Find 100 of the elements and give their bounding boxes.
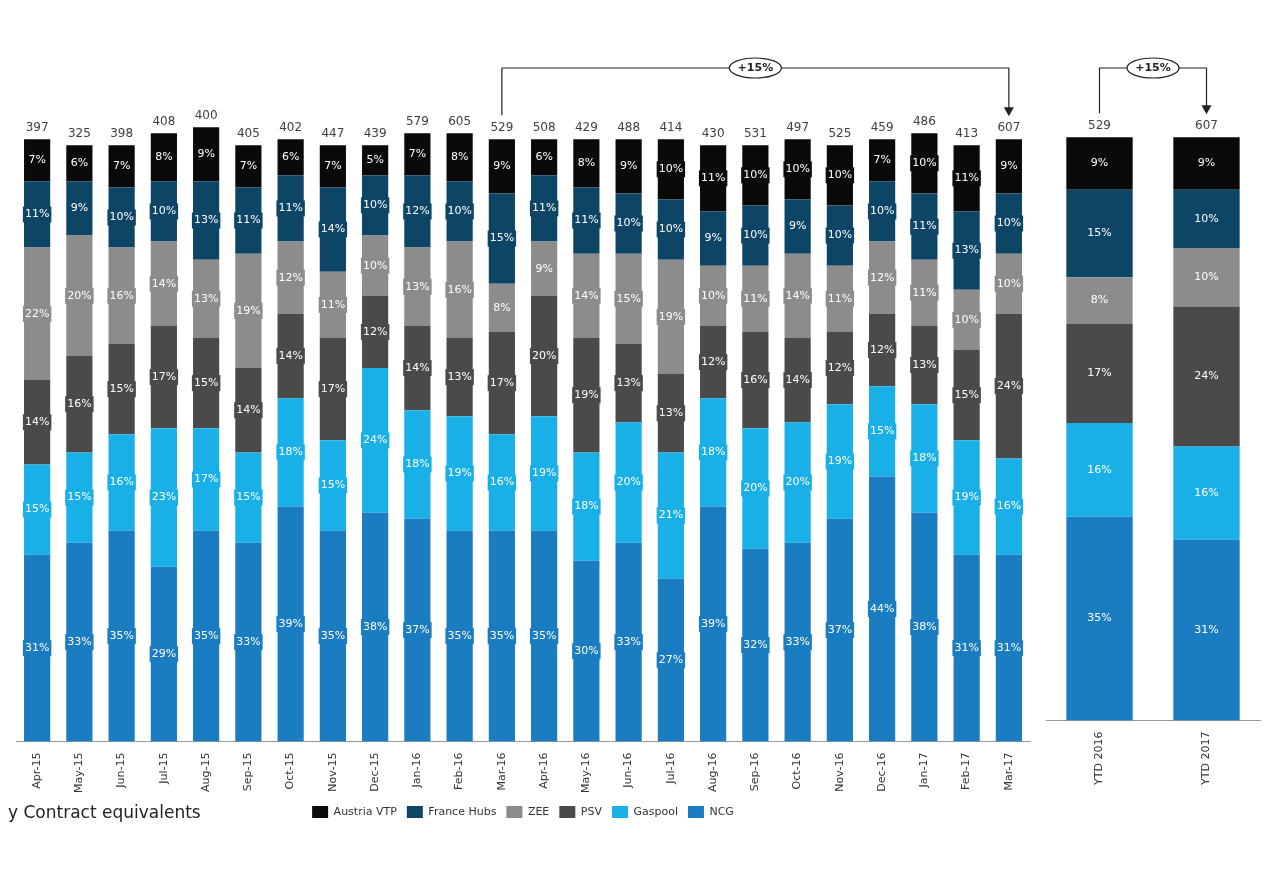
data-label: 13%	[616, 375, 641, 389]
data-label: 8%	[577, 156, 596, 170]
annotation: 531	[743, 126, 767, 141]
data-label: 16%	[996, 499, 1022, 513]
data-label: 33%	[67, 634, 92, 648]
data-label: 12%	[405, 204, 430, 218]
x-tick-label: Dec-15	[367, 752, 381, 792]
data-label: 19%	[574, 388, 599, 402]
data-label: 17%	[489, 375, 515, 389]
data-label: 10%	[827, 168, 853, 182]
data-label: 14%	[236, 403, 261, 417]
x-tick-label: Sep-15	[241, 752, 255, 792]
x-tick-label: Apr-15	[29, 752, 43, 789]
data-label: 6%	[70, 156, 89, 170]
data-label: 9%	[535, 261, 553, 275]
data-label: 13%	[447, 369, 472, 383]
x-tick-label: Aug-16	[705, 752, 719, 792]
data-label: 33%	[785, 634, 810, 648]
bar	[319, 530, 346, 742]
bar	[826, 518, 853, 742]
data-label: 7%	[408, 147, 427, 161]
data-label: 22%	[24, 306, 50, 320]
data-label: 16%	[67, 397, 92, 411]
data-label: 9%	[1090, 156, 1109, 170]
data-label: 13%	[193, 213, 219, 227]
data-label: 11%	[531, 201, 557, 215]
annotation: 398	[110, 126, 134, 141]
data-label: 12%	[362, 324, 388, 338]
data-label: 20%	[67, 288, 92, 302]
data-label: 10%	[743, 228, 768, 242]
data-label: 8%	[493, 300, 511, 314]
data-label: 15%	[954, 388, 979, 402]
data-label: 29%	[151, 647, 177, 661]
bar	[911, 512, 938, 742]
data-label: 10%	[616, 216, 641, 230]
data-label: 12%	[700, 354, 726, 368]
data-label: 15%	[236, 490, 261, 504]
bar	[1066, 323, 1133, 424]
data-label: 18%	[405, 457, 430, 471]
text: +15%	[1135, 60, 1171, 74]
data-label: 35%	[1087, 611, 1112, 625]
bar	[573, 560, 600, 742]
bar	[488, 530, 515, 742]
data-label: 14%	[320, 222, 346, 236]
data-label: 19%	[827, 454, 853, 468]
data-label: 6%	[535, 150, 553, 164]
data-label: 12%	[827, 360, 853, 374]
x-tick-label: Oct-16	[790, 752, 804, 790]
data-label: 30%	[574, 644, 599, 657]
data-label: 27%	[658, 653, 684, 667]
annotation: 607	[997, 120, 1021, 135]
x-tick-label: Jan-16	[410, 752, 424, 789]
data-label: 10%	[658, 222, 684, 236]
data-label: 11%	[912, 285, 937, 299]
data-label: 24%	[1194, 369, 1219, 383]
data-label: 11%	[278, 201, 303, 215]
data-label: 20%	[531, 348, 557, 362]
data-label: 21%	[658, 508, 684, 522]
data-label: 15%	[869, 424, 895, 438]
legend-label: NCG	[709, 804, 734, 818]
annotation: 413	[955, 126, 979, 141]
annotation: 607	[1195, 118, 1218, 133]
data-label: 33%	[616, 634, 641, 648]
data-label: 15%	[1087, 226, 1112, 240]
data-label: 16%	[1194, 485, 1219, 499]
bar	[869, 476, 896, 742]
data-label: 15%	[320, 478, 346, 492]
data-label: 20%	[785, 475, 810, 489]
bar	[362, 512, 389, 742]
data-label: 11%	[700, 171, 726, 185]
bar	[277, 506, 304, 742]
data-label: 7%	[239, 159, 258, 173]
data-label: 16%	[1087, 462, 1112, 476]
annotation: 414	[659, 120, 683, 135]
data-label: 9%	[70, 201, 89, 215]
data-label: 5%	[366, 153, 384, 167]
bar	[742, 548, 769, 742]
data-label: 10%	[785, 162, 810, 176]
data-label: 16%	[109, 475, 134, 489]
bar	[953, 554, 980, 742]
annotation: 405	[236, 126, 260, 141]
data-label: 14%	[151, 276, 177, 290]
data-label: 13%	[405, 279, 430, 293]
data-label: 16%	[489, 475, 515, 489]
data-label: 9%	[1197, 156, 1216, 170]
data-label: 11%	[24, 207, 50, 221]
data-label: 19%	[658, 309, 684, 323]
data-label: 18%	[700, 445, 726, 459]
data-label: 18%	[278, 445, 303, 459]
data-label: 10%	[658, 162, 684, 176]
bar	[193, 530, 220, 742]
data-label: 7%	[873, 153, 891, 167]
data-label: 15%	[193, 375, 219, 389]
data-label: 14%	[785, 372, 810, 386]
bar	[995, 554, 1022, 742]
data-label: 35%	[109, 628, 134, 642]
data-label: 17%	[320, 382, 346, 395]
data-label: 11%	[954, 171, 979, 185]
bar	[150, 566, 177, 742]
data-label: 39%	[700, 616, 726, 630]
